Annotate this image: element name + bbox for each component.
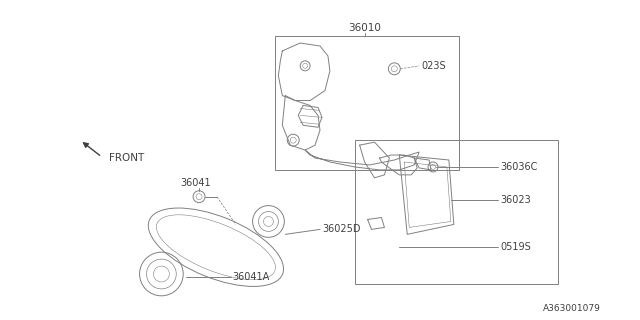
Text: 023S: 023S [421,61,445,71]
Bar [355,140,558,284]
Bar [275,36,459,170]
Text: A363001079: A363001079 [543,304,601,313]
Text: 36023: 36023 [500,195,531,205]
Text: FRONT: FRONT [109,153,144,163]
Text: 36010: 36010 [348,23,381,33]
Text: 36041: 36041 [180,178,211,188]
Text: 36041A: 36041A [233,272,270,282]
Text: 0519S: 0519S [500,242,531,252]
Text: 36025D: 36025D [322,224,360,234]
Text: 36036C: 36036C [500,162,538,172]
